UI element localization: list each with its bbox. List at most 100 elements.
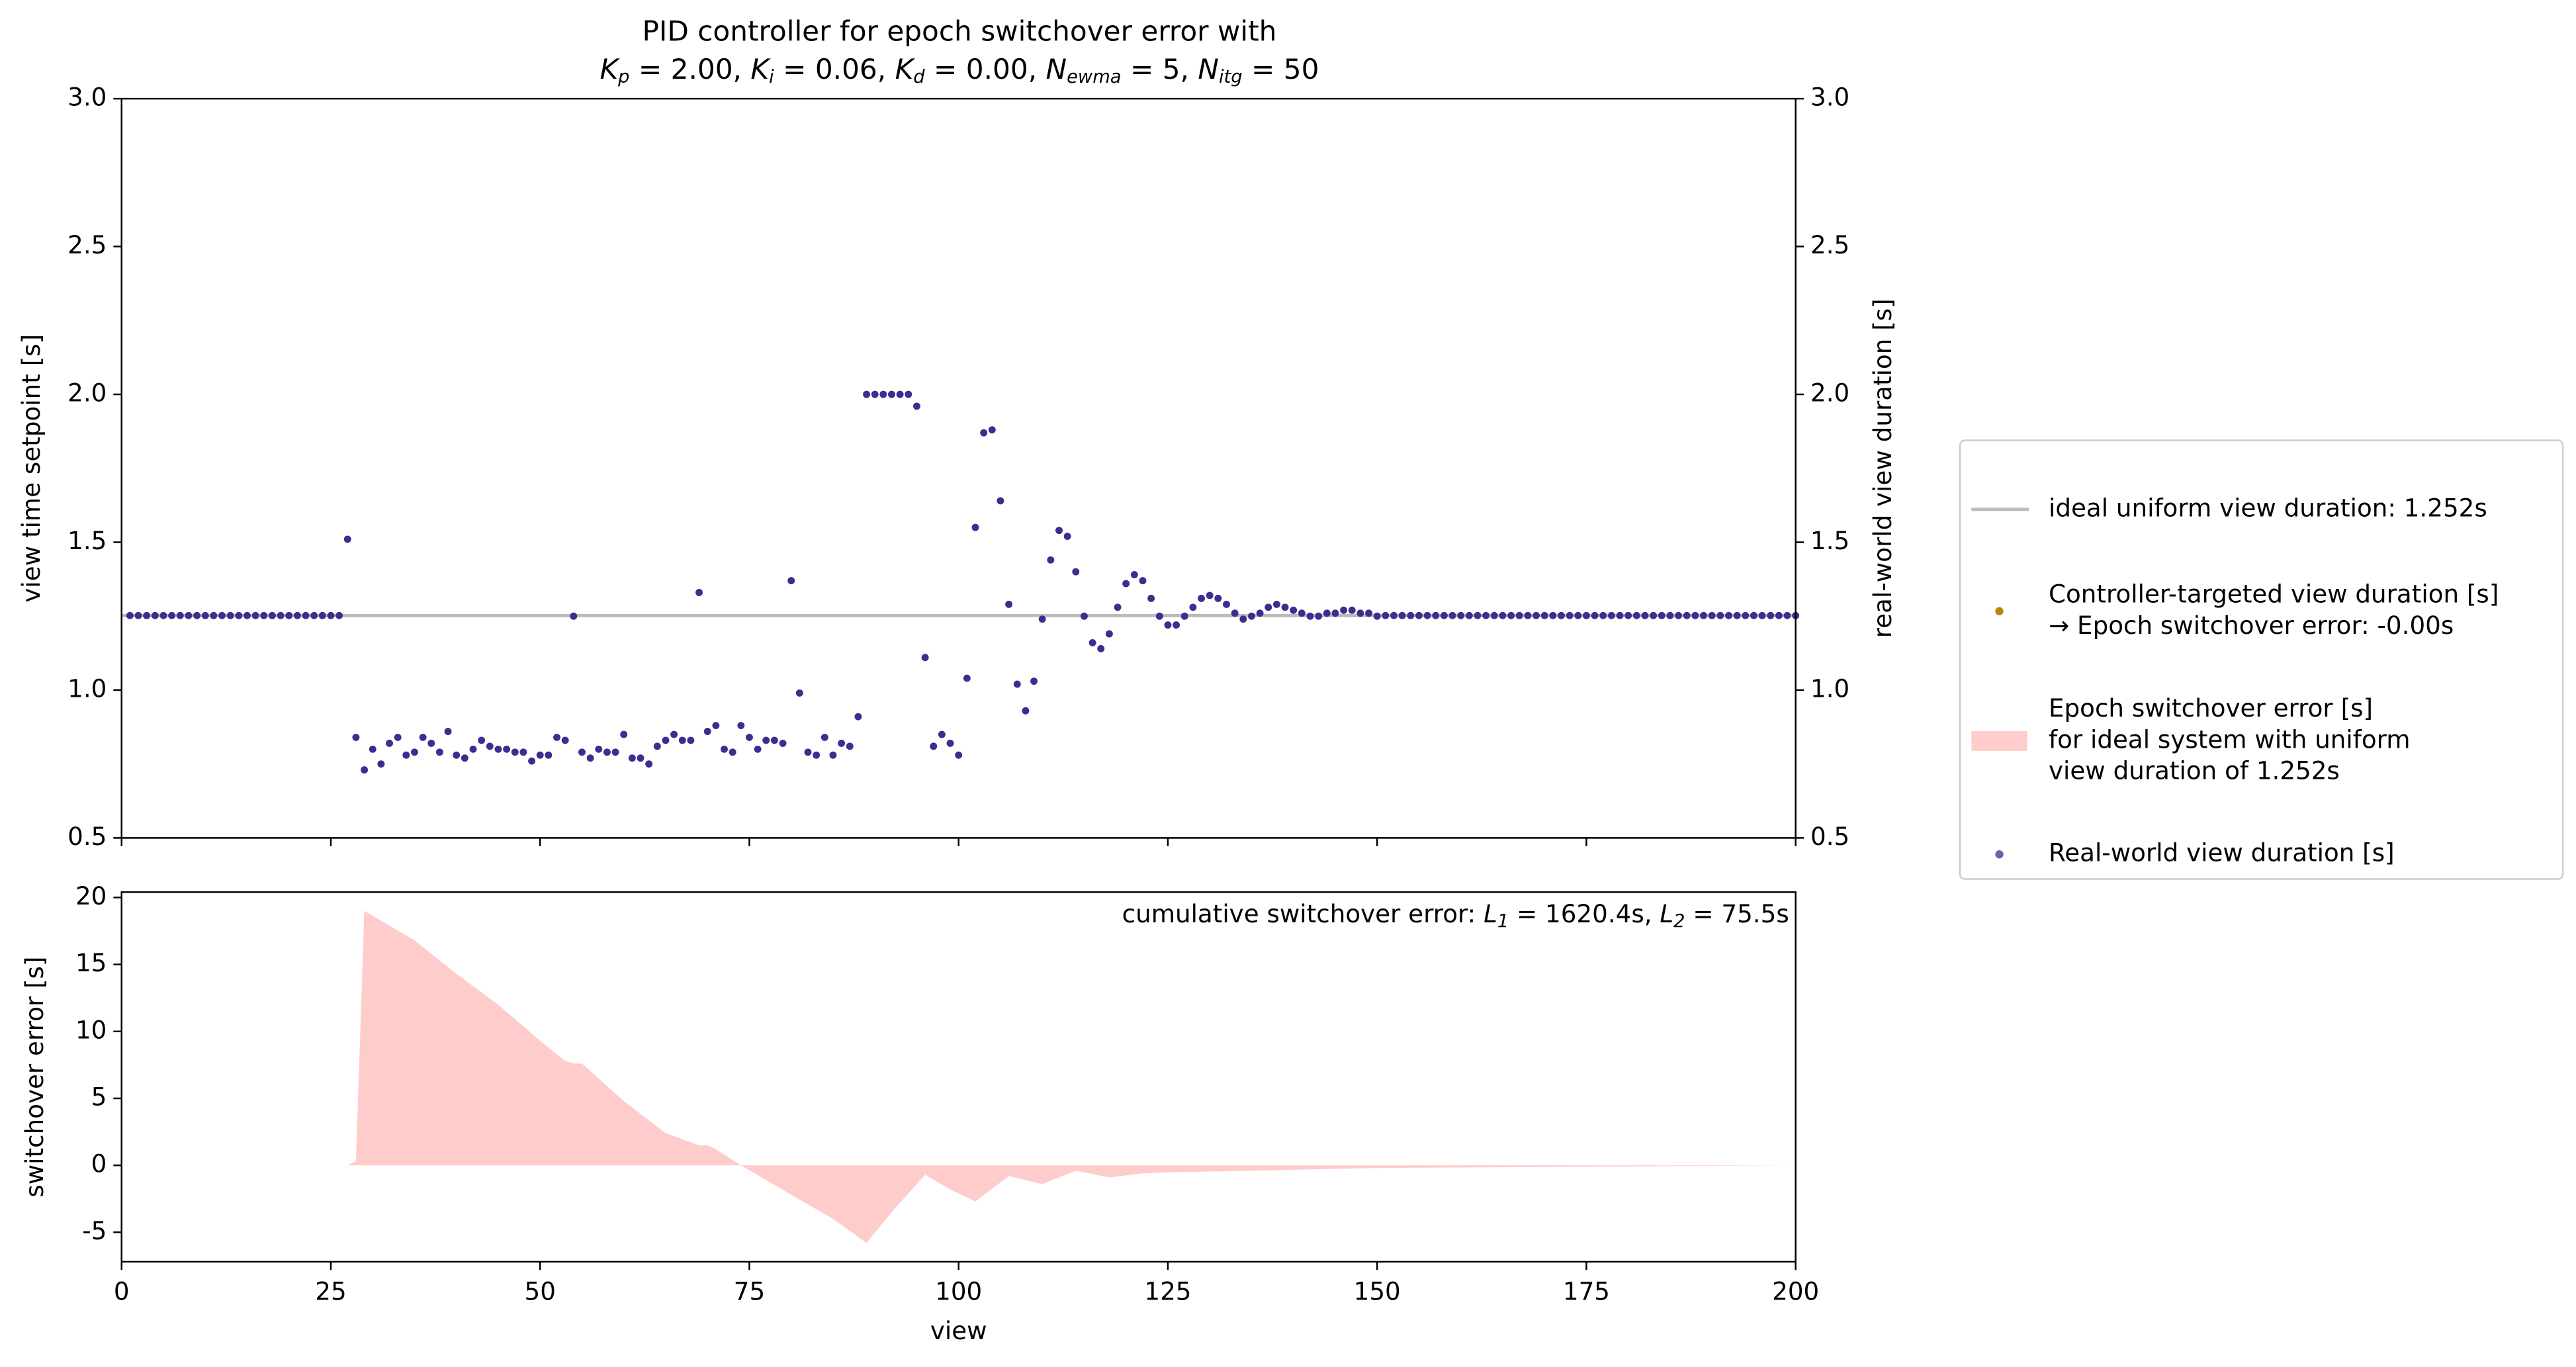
data-point — [846, 742, 854, 750]
data-point — [1750, 611, 1757, 619]
data-point — [1507, 611, 1515, 619]
data-point — [997, 497, 1004, 505]
data-point — [1063, 533, 1071, 541]
math-symbol: K — [895, 52, 916, 85]
data-point — [570, 612, 578, 620]
data-point — [1783, 611, 1791, 619]
data-point — [871, 390, 879, 398]
annotation-text: cumulative switchover error: — [1122, 899, 1484, 928]
data-point — [1315, 612, 1323, 620]
y-axis-title: switchover error [s] — [20, 957, 49, 1198]
data-point — [1072, 568, 1080, 576]
data-point — [235, 611, 243, 619]
data-point — [168, 611, 176, 619]
data-point — [369, 745, 377, 753]
data-point — [1641, 611, 1649, 619]
data-point — [419, 733, 427, 741]
data-point — [151, 611, 159, 619]
data-point — [327, 611, 335, 619]
math-symbol: L — [1660, 899, 1673, 928]
data-point — [603, 748, 611, 756]
data-point — [1155, 612, 1163, 620]
legend-label: → Epoch switchover error: -0.00s — [2049, 611, 2454, 640]
data-point — [1499, 611, 1507, 619]
data-point — [1382, 611, 1390, 619]
data-point — [737, 722, 745, 730]
legend-label: Controller-targeted view duration [s] — [2049, 580, 2499, 609]
data-point — [905, 390, 912, 398]
data-point — [210, 611, 218, 619]
data-point — [1574, 611, 1582, 619]
math-text: = 2.00, — [629, 52, 750, 85]
legend-label: ideal uniform view duration: 1.252s — [2049, 493, 2487, 522]
data-point — [1373, 612, 1381, 620]
data-point — [361, 766, 369, 774]
data-point — [980, 429, 988, 437]
data-point — [1691, 611, 1699, 619]
data-point — [503, 745, 511, 753]
y-tick-label: 5 — [91, 1082, 107, 1112]
y-axis-title: view time setpoint [s] — [17, 334, 46, 603]
data-point — [1189, 603, 1197, 611]
data-point — [804, 748, 812, 756]
data-point — [637, 754, 644, 762]
data-point — [955, 751, 963, 759]
data-point — [453, 751, 461, 759]
data-point — [687, 736, 695, 744]
chart-title: PID controller for epoch switchover erro… — [642, 15, 1276, 47]
legend-label: for ideal system with uniform — [2049, 725, 2411, 754]
data-point — [863, 390, 871, 398]
data-point — [218, 611, 226, 619]
data-point — [1239, 615, 1247, 623]
y-tick-label: 1.0 — [67, 674, 107, 703]
data-point — [143, 611, 151, 619]
data-point — [1030, 678, 1038, 685]
data-point — [1290, 606, 1298, 614]
data-point — [435, 748, 443, 756]
data-point — [251, 611, 259, 619]
legend-label: Real-world view duration [s] — [2049, 838, 2395, 867]
data-point — [930, 742, 938, 750]
data-point — [946, 739, 954, 747]
x-tick-label: 75 — [734, 1277, 765, 1306]
y-tick-label: 3.0 — [67, 83, 107, 112]
data-point — [988, 426, 996, 434]
data-point — [595, 745, 603, 753]
data-point — [1105, 630, 1113, 638]
data-point — [703, 728, 711, 735]
data-point — [1549, 611, 1557, 619]
data-point — [1164, 621, 1172, 629]
math-subscript: itg — [1219, 66, 1243, 87]
data-point — [1448, 611, 1456, 619]
data-point — [938, 730, 946, 738]
data-point — [1231, 609, 1239, 617]
data-point — [444, 728, 452, 735]
data-point — [302, 611, 310, 619]
data-point — [1356, 609, 1364, 617]
data-point — [386, 739, 393, 747]
data-point — [1599, 611, 1607, 619]
data-point — [1624, 611, 1632, 619]
data-point — [678, 736, 686, 744]
x-tick-label: 100 — [935, 1277, 982, 1306]
math-subscript: ewma — [1067, 66, 1121, 87]
math-symbol: N — [1198, 52, 1219, 85]
y2-axis-title: real-world view duration [s] — [1868, 298, 1897, 638]
data-point — [1080, 612, 1088, 620]
data-point — [653, 742, 661, 750]
data-point — [1432, 611, 1440, 619]
data-point — [829, 751, 837, 759]
data-point — [1272, 600, 1280, 608]
data-point — [1775, 611, 1783, 619]
data-point — [586, 754, 594, 762]
y-tick-label: 2.0 — [67, 378, 107, 408]
data-point — [578, 748, 586, 756]
legend-swatch — [1971, 731, 2027, 751]
data-point — [377, 760, 385, 768]
math-symbol: L — [1484, 899, 1497, 928]
y-tick-label: -5 — [82, 1216, 107, 1245]
data-point — [193, 611, 201, 619]
data-point — [662, 736, 670, 744]
data-point — [201, 611, 209, 619]
